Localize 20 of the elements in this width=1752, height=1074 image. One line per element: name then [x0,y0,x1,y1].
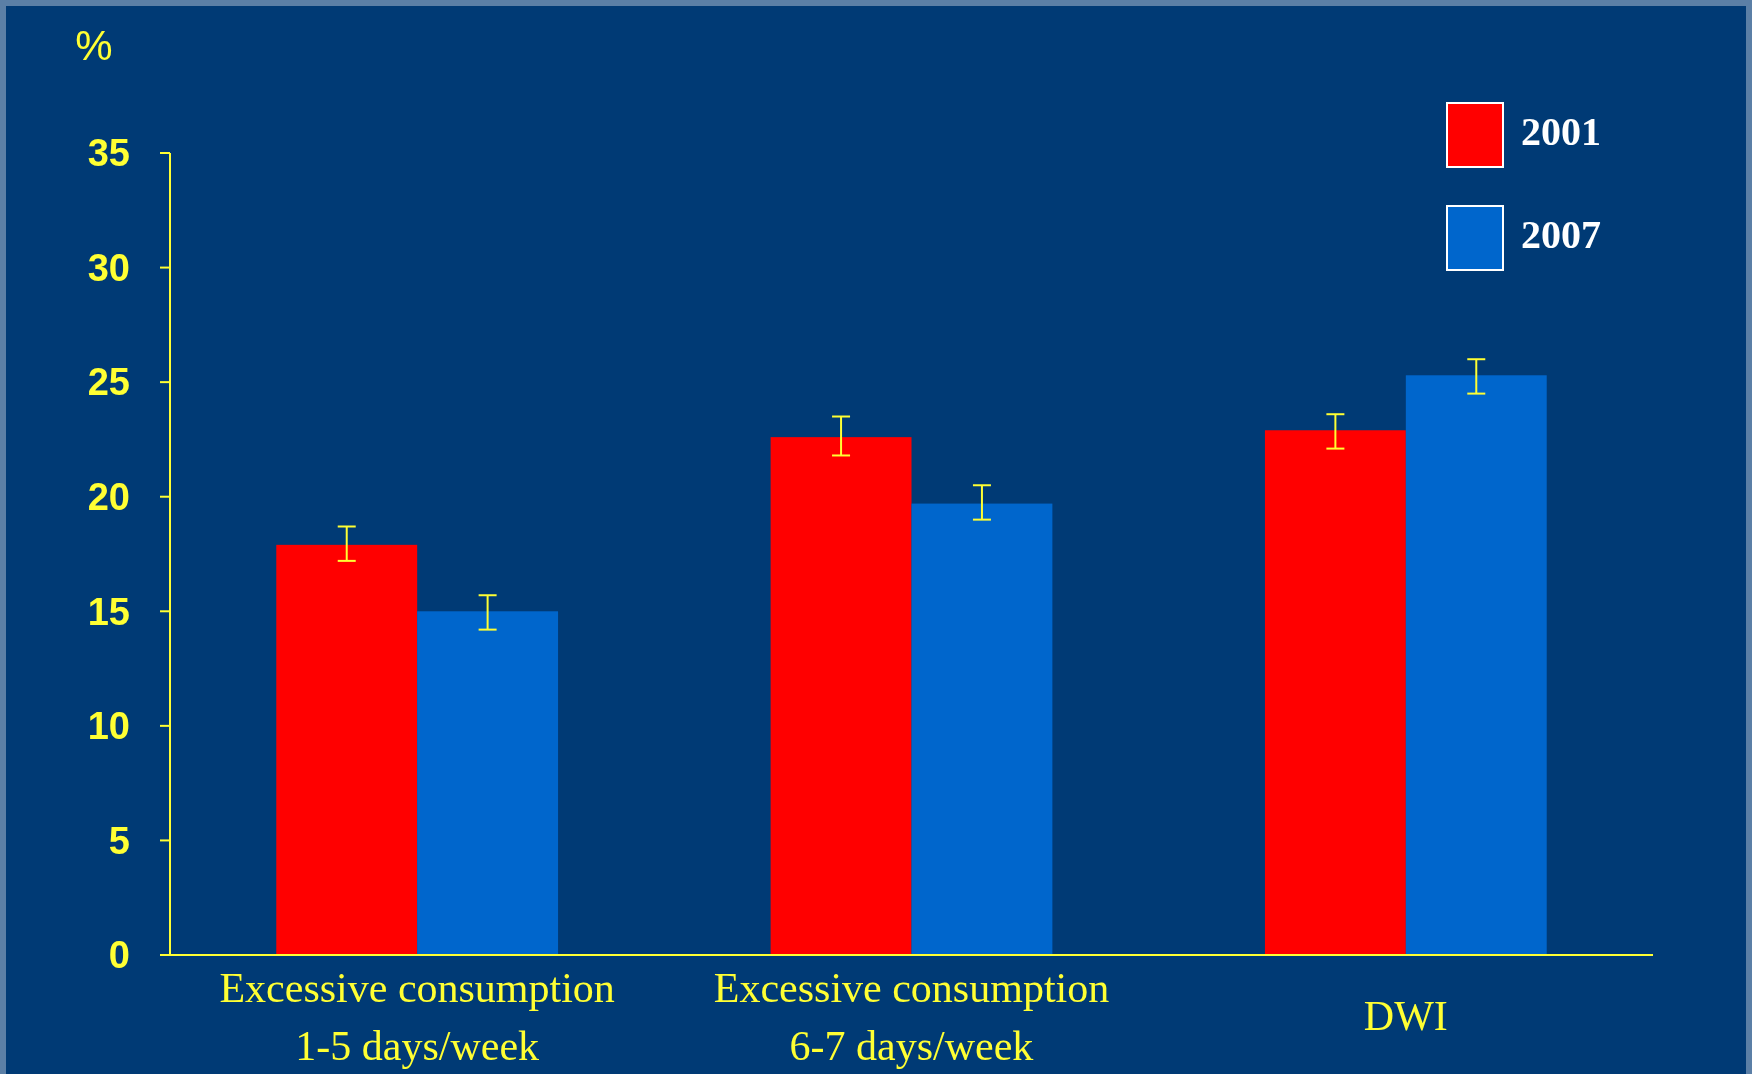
legend-label: 2001 [1521,109,1601,154]
bar [911,503,1053,955]
y-tick-label: 25 [87,361,130,404]
legend-label: 2007 [1521,212,1601,257]
bar [1264,430,1406,955]
y-tick-label: 15 [87,590,130,633]
y-tick-label: 0 [108,934,130,977]
y-tick-label: 5 [108,819,130,862]
y-tick-label: 20 [87,476,130,519]
x-tick-label: Excessive consumption 6-7 days/week [713,965,1110,1069]
y-tick-label: 30 [87,246,130,289]
bar [770,437,912,955]
bar [1405,375,1547,955]
x-tick-label: DWI [1363,993,1448,1039]
y-tick-label: 35 [87,132,130,175]
y-axis-title: % [75,22,113,69]
bar [276,544,418,955]
y-tick-label: 10 [87,705,130,748]
x-tick-label: Excessive consumption 1-5 days/week [219,965,615,1069]
bar [417,611,559,955]
